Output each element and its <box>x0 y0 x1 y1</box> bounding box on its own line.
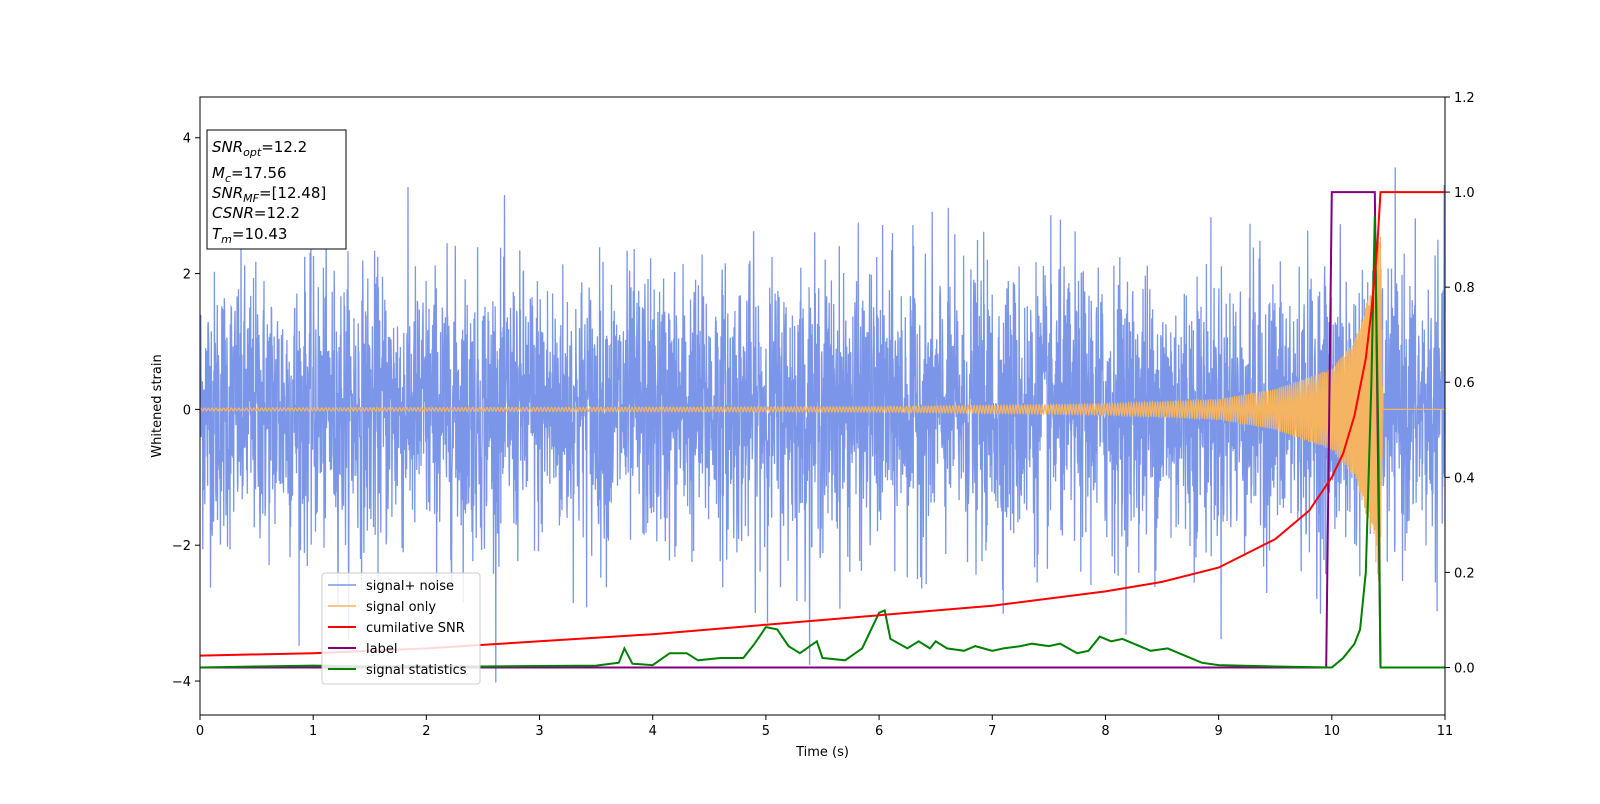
series-cumulative-snr <box>200 191 1445 657</box>
x-tick-label: 9 <box>1214 724 1222 739</box>
y-right-tick-label: 0.0 <box>1454 661 1475 676</box>
series-signal-only <box>200 236 1445 591</box>
x-tick-label: 0 <box>196 724 204 739</box>
x-tick-label: 6 <box>875 724 883 739</box>
x-tick-label: 8 <box>1101 724 1109 739</box>
y-right-tick-label: 1.2 <box>1454 91 1475 106</box>
info-line: CSNR=12.2 <box>212 204 300 222</box>
info-line: Tm=10.43 <box>212 225 287 246</box>
legend-label: label <box>366 642 397 657</box>
info-box <box>206 129 347 250</box>
info-line: SNRMF=[12.48] <box>212 184 326 205</box>
info-line: Mc=17.56 <box>212 164 287 185</box>
x-tick-label: 1 <box>309 724 317 739</box>
x-tick-label: 7 <box>988 724 996 739</box>
x-tick-label: 3 <box>535 724 543 739</box>
y-right-tick-label: 1.0 <box>1454 186 1475 201</box>
plot-frame <box>199 96 1446 716</box>
x-tick-label: 11 <box>1437 724 1454 739</box>
x-axis-label: Time (s) <box>795 745 849 760</box>
y-left-tick-label: −4 <box>172 675 191 690</box>
y-right-tick-label: 0.4 <box>1454 471 1475 486</box>
legend-label: signal only <box>366 600 436 615</box>
y-right-tick-label: 0.2 <box>1454 566 1475 581</box>
legend-box <box>321 572 481 685</box>
series-signal-statistics <box>200 215 1445 669</box>
legend-label: signal+ noise <box>366 579 454 594</box>
legend-label: cumilative SNR <box>366 621 465 636</box>
y-right-tick-label: 0.8 <box>1454 281 1475 296</box>
x-tick-label: 5 <box>762 724 770 739</box>
info-line: SNRopt=12.2 <box>212 138 307 159</box>
series-signal-noise <box>200 167 1445 683</box>
x-tick-label: 10 <box>1324 724 1341 739</box>
y-axis-label: Whitened strain <box>150 354 165 457</box>
y-left-tick-label: 2 <box>183 268 191 283</box>
y-left-tick-label: 0 <box>183 403 191 418</box>
y-left-tick-label: 4 <box>183 132 191 147</box>
y-right-tick-label: 0.6 <box>1454 376 1475 391</box>
legend-label: signal statistics <box>366 663 467 678</box>
y-left-tick-label: −2 <box>172 539 191 554</box>
x-tick-label: 4 <box>649 724 657 739</box>
x-tick-label: 2 <box>422 724 430 739</box>
